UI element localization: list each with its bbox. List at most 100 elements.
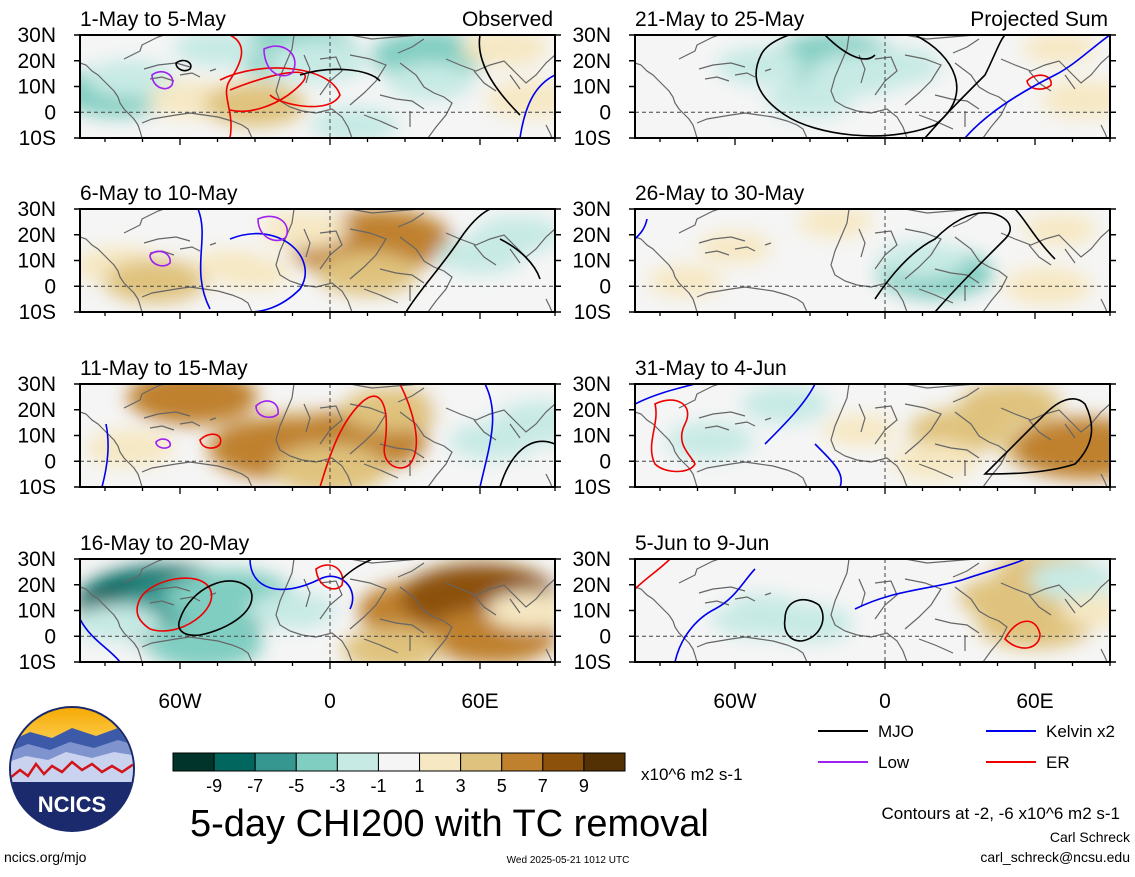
lat-tick-label: 0 [599, 101, 611, 124]
anomaly-area [1041, 80, 1110, 119]
lat-tick-label: 10S [574, 127, 611, 150]
anomaly-area [473, 215, 555, 254]
column-label: Observed [462, 8, 553, 31]
anomaly-area [853, 46, 942, 85]
legend-label: Kelvin x2 [1046, 722, 1115, 741]
anomaly-area [1013, 417, 1110, 480]
panel-title: 11-May to 15-May [80, 357, 248, 380]
anomaly-area [741, 385, 829, 424]
lat-tick-label: 30N [572, 198, 611, 221]
ncics-logo: NCICS [9, 706, 135, 832]
anomaly-area [1003, 267, 1092, 306]
lat-tick-label: 10N [572, 425, 611, 448]
anomaly-area [430, 388, 505, 421]
anomaly-area [272, 444, 388, 487]
contour-line [219, 67, 341, 108]
main-title: 5-day CHI200 with TC removal [190, 803, 709, 845]
panel-title: 26-May to 30-May [635, 182, 805, 205]
contour-line [341, 559, 373, 580]
lat-tick-label: 10S [19, 651, 56, 674]
lat-tick-label: 20N [17, 399, 56, 422]
panel-title: 1-May to 5-May [80, 8, 226, 31]
contour-line [225, 35, 243, 138]
anomaly-area [80, 604, 162, 643]
lat-tick-label: 0 [44, 101, 56, 124]
contour-line [783, 598, 824, 642]
panel-title: 5-Jun to 9-Jun [635, 532, 769, 555]
colorbar-tick-label: 5 [497, 776, 507, 796]
colorbar-tick-label: 1 [414, 776, 424, 796]
anomaly-area [311, 106, 399, 138]
contour-line [479, 384, 494, 487]
colorbar-tick-label: -5 [288, 776, 304, 796]
contour-line [199, 433, 222, 449]
contour-line [764, 384, 816, 445]
lat-tick-label: 10N [572, 76, 611, 99]
lat-tick-label: 10S [19, 127, 56, 150]
lat-tick-label: 30N [17, 24, 56, 47]
anomaly-area [1023, 35, 1097, 64]
lat-tick-label: 20N [572, 224, 611, 247]
panel-title: 16-May to 20-May [80, 532, 250, 555]
anomaly-area [959, 384, 1061, 427]
lat-tick-label: 10N [572, 600, 611, 623]
anomaly-area [1023, 213, 1097, 246]
lat-tick-label: 30N [17, 198, 56, 221]
anomaly-area [1028, 560, 1110, 599]
anomaly-area [766, 80, 854, 119]
anomaly-area [1060, 594, 1110, 627]
anomaly-area [716, 46, 804, 85]
colorbar-swatch [377, 752, 421, 772]
footer-url: ncics.org/mjo [4, 849, 87, 865]
contour-line [814, 443, 842, 487]
lat-tick-label: 10N [572, 250, 611, 273]
lat-tick-label: 10S [574, 476, 611, 499]
lon-tick-label: 0 [324, 690, 336, 713]
lat-tick-label: 0 [44, 625, 56, 648]
contour-line [149, 250, 171, 267]
contour-line [299, 68, 381, 82]
anomaly-area [878, 241, 967, 280]
colorbar-swatch [254, 752, 297, 772]
lat-tick-label: 10N [17, 250, 56, 273]
lat-tick-label: 30N [572, 373, 611, 396]
contour-line [229, 71, 307, 112]
contour-line [635, 559, 671, 590]
anomaly-area [386, 62, 474, 101]
anomaly-area [341, 387, 444, 432]
contour-line [924, 35, 1006, 138]
lat-tick-label: 10N [17, 76, 56, 99]
colorbar-swatch [460, 752, 503, 772]
contour-line [635, 384, 696, 405]
column-label: Projected Sum [970, 8, 1108, 31]
lat-tick-label: 10N [17, 600, 56, 623]
colorbar-swatch [336, 752, 379, 772]
lat-tick-label: 0 [599, 625, 611, 648]
anomaly-area [104, 259, 206, 304]
contour-line [263, 45, 296, 77]
legend-label: ER [1046, 753, 1070, 772]
anomaly-area [218, 257, 292, 290]
colorbar-tick-label: 7 [538, 776, 548, 796]
panel-title: 21-May to 25-May [635, 8, 805, 31]
contour-line [1014, 209, 1056, 260]
colorbar-swatch [295, 752, 338, 772]
lat-tick-label: 20N [17, 50, 56, 73]
contour-line [824, 35, 876, 60]
colorbar-tick-label: 3 [456, 776, 466, 796]
lat-tick-label: 10S [574, 301, 611, 324]
contour-note: Contours at -2, -6 x10^6 m2 s-1 [881, 804, 1120, 823]
contour-line [175, 59, 192, 72]
contour-line [478, 35, 521, 116]
anomaly-area [798, 209, 872, 238]
contour-line [983, 398, 1093, 475]
contour-line [650, 399, 696, 473]
colorbar-swatch [501, 752, 544, 772]
legend-label: MJO [878, 722, 914, 741]
